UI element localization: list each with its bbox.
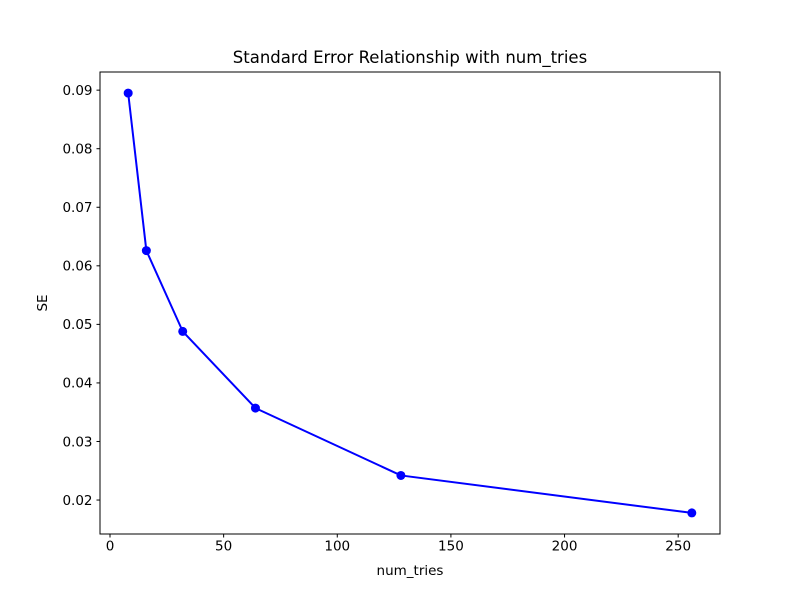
plot-area <box>99 71 721 535</box>
chart-title: Standard Error Relationship with num_tri… <box>233 48 587 68</box>
series-layer <box>123 88 697 518</box>
data-point-marker <box>687 508 697 518</box>
data-point-marker <box>396 470 406 480</box>
x-axis-ticks: 0 50 100 150 200 250 <box>106 534 691 555</box>
y-tick-label: 0.03 <box>62 434 92 450</box>
x-tick-label: 200 <box>552 539 578 555</box>
data-point-marker <box>178 326 188 336</box>
y-axis-label: SE <box>35 294 51 311</box>
data-point-marker <box>250 403 260 413</box>
data-point-marker <box>123 88 133 98</box>
y-tick-label: 0.08 <box>62 142 92 158</box>
x-tick-label: 50 <box>215 539 232 555</box>
se-line <box>127 92 693 514</box>
y-tick-label: 0.04 <box>62 376 92 392</box>
x-axis-label: num_tries <box>377 563 444 579</box>
x-tick-label: 100 <box>324 539 350 555</box>
data-point-marker <box>141 246 151 256</box>
x-tick-label: 0 <box>106 539 115 555</box>
y-tick-label: 0.02 <box>62 493 92 509</box>
y-tick-label: 0.07 <box>62 200 92 216</box>
x-tick-label: 250 <box>665 539 691 555</box>
x-tick-label: 150 <box>438 539 464 555</box>
y-tick-label: 0.09 <box>62 83 92 99</box>
y-axis-ticks: 0.02 0.03 0.04 0.05 0.06 0.07 0.08 0.09 <box>62 83 100 509</box>
y-tick-label: 0.05 <box>62 317 92 333</box>
y-tick-label: 0.06 <box>62 259 92 275</box>
